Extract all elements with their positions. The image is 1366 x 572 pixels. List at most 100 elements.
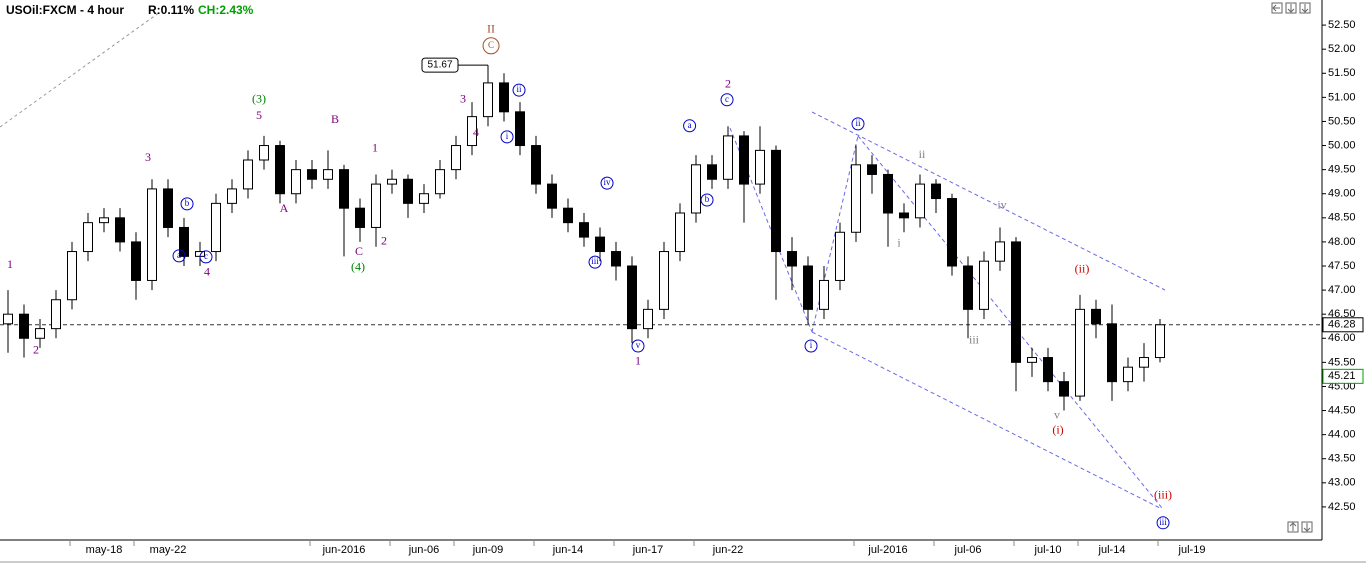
wave-label: II [487, 22, 495, 36]
candle-body [819, 279, 829, 310]
nav-left-arrow [1272, 4, 1280, 12]
candle-body [1091, 308, 1101, 325]
y-tick-label: 45.50 [1328, 356, 1356, 368]
wave-label: C [355, 244, 363, 258]
wave-label: 2 [33, 343, 39, 357]
candle-body [595, 236, 605, 253]
candle-body [627, 265, 637, 330]
candle-body [307, 169, 317, 180]
wave-label: iv [997, 198, 1006, 212]
wave-label: iii [969, 332, 980, 346]
x-tick-label: jun-22 [712, 544, 744, 556]
candle-body [99, 217, 109, 224]
candle-body [771, 149, 781, 253]
wave-label: (i) [1052, 423, 1063, 437]
candle-body [691, 164, 701, 214]
y-tick-label: 47.50 [1328, 260, 1356, 272]
candle-body [147, 188, 157, 281]
wave-label: 3 [460, 92, 466, 106]
x-tick-label: jul-06 [954, 544, 982, 556]
candle-body [403, 178, 413, 204]
wave-label: v [636, 340, 641, 350]
peak-label: 51.67 [427, 60, 452, 71]
candle-body [419, 193, 429, 204]
wave-label: 2 [725, 77, 731, 91]
y-tick-label: 51.50 [1328, 67, 1356, 79]
wave-label: c [725, 94, 729, 104]
wave-label: a [177, 250, 181, 260]
wave-label: (iii) [1154, 488, 1172, 502]
y-tick-label: 50.00 [1328, 139, 1356, 151]
x-tick-label: may-18 [86, 544, 123, 556]
candle-body [131, 241, 141, 281]
candle-body [1043, 357, 1053, 383]
candle-body [275, 145, 285, 195]
wave-label-circle [500, 130, 514, 144]
wave-label: ii [919, 147, 926, 161]
y-tick-label: 47.00 [1328, 284, 1356, 296]
nav-left[interactable] [1271, 2, 1283, 14]
candle-body [563, 207, 573, 224]
wave-label-circle [512, 83, 526, 97]
candle-body [179, 226, 189, 257]
candle-body [515, 111, 525, 147]
marker-price-label: 45.21 [1328, 370, 1356, 382]
candle-body [67, 251, 77, 301]
candle-body [1107, 323, 1117, 383]
nav-down[interactable] [1285, 2, 1297, 14]
candle-body [547, 183, 557, 209]
y-tick-label: 43.00 [1328, 477, 1356, 489]
wave-label: 1 [7, 257, 13, 271]
x-tick-label: jul-10 [1034, 544, 1062, 556]
chart-title: USOil:FXCM - 4 hour [6, 3, 124, 17]
candle-body [83, 222, 93, 253]
x-tick-label: may-22 [150, 544, 187, 556]
wave-label: 3 [145, 150, 151, 164]
x-tick-label: jul-2016 [867, 544, 907, 556]
x-tick-label: jun-06 [408, 544, 440, 556]
nav-icons[interactable] [1271, 2, 1313, 533]
x-tick-label: jun-09 [472, 544, 504, 556]
wave-label-circle [683, 119, 697, 133]
nav-up[interactable] [1287, 521, 1299, 533]
nav-up-arrow [1289, 522, 1297, 531]
y-tick-label: 52.00 [1328, 43, 1356, 55]
y-tick-label: 46.00 [1328, 332, 1356, 344]
candle-body [1075, 308, 1085, 397]
candle-body [243, 159, 253, 190]
candle-body [211, 202, 221, 253]
wave-label: i [897, 236, 901, 250]
y-tick-label: 48.00 [1328, 236, 1356, 248]
candle-body [531, 145, 541, 185]
nav-down-2[interactable] [1299, 2, 1311, 14]
y-tick-label: 44.00 [1328, 429, 1356, 441]
candle-body [451, 145, 461, 171]
wave-label: i [810, 340, 813, 350]
candle-body [835, 231, 845, 281]
candle-body [3, 313, 13, 325]
wave-label: (ii) [1075, 262, 1090, 276]
wave-label: a [688, 120, 692, 130]
candle-body [1011, 241, 1021, 363]
candle-body [35, 328, 45, 339]
wave-label: 2 [381, 234, 387, 248]
candle-body [947, 198, 957, 267]
candle-body [1139, 357, 1149, 368]
wave-label: i [506, 131, 509, 141]
wave-label-circle [600, 176, 614, 190]
candle-body [355, 207, 365, 228]
candle-body [51, 299, 61, 330]
nav-down-3[interactable] [1301, 521, 1313, 533]
last-price-box [1322, 317, 1364, 333]
wave-label: v [1054, 408, 1060, 422]
candle-body [115, 217, 125, 243]
candle-body [371, 183, 381, 228]
y-tick-label: 49.00 [1328, 188, 1356, 200]
wave-label-circle [199, 250, 213, 264]
wave-label: iii [1159, 517, 1167, 527]
candle-body [915, 183, 925, 219]
wave-label-circle [1156, 516, 1170, 530]
candle-body [483, 82, 493, 118]
candle-body [963, 265, 973, 310]
